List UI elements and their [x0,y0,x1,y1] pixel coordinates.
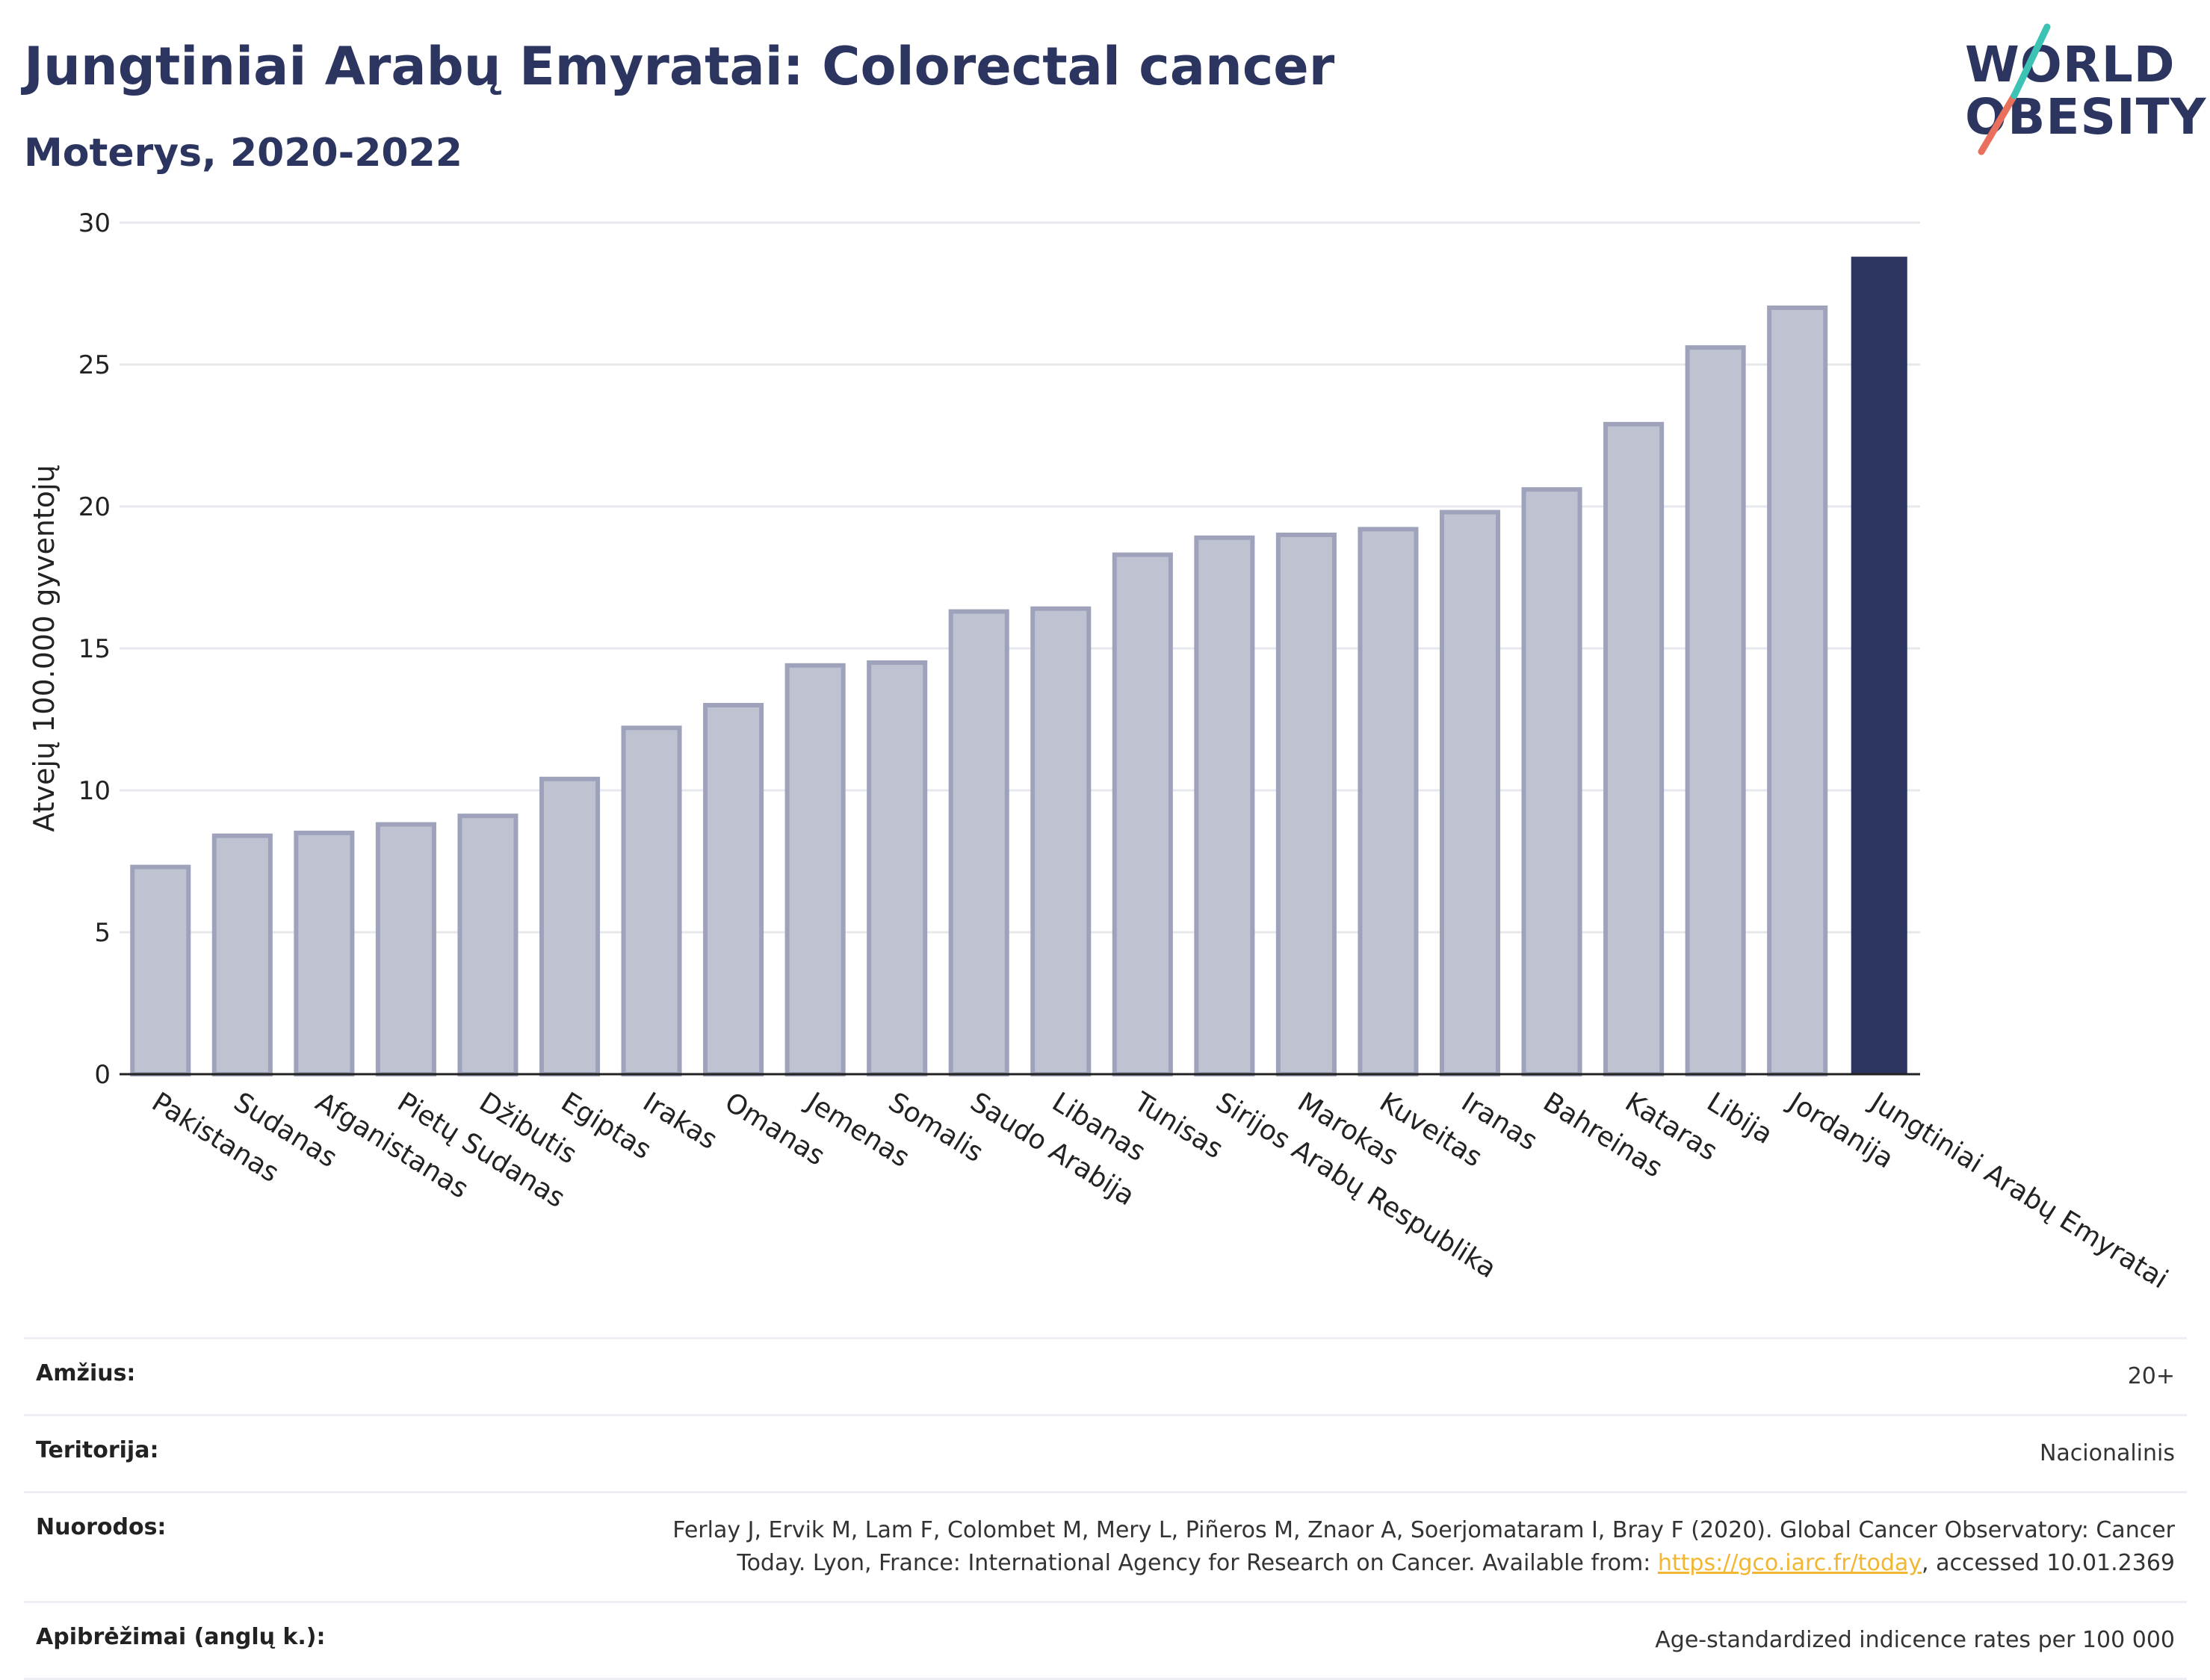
territory-label: Teritorija: [36,1437,159,1463]
x-tick-label: Jungtiniai Arabų Emyratai [1864,1086,2173,1295]
bar [1851,256,1907,1075]
meta-row-definitions: Apibrėžimai (anglų k.): Age-standardized… [24,1601,2187,1680]
territory-value: Nacionalinis [2039,1440,2175,1466]
bar [211,833,273,1076]
references-link[interactable]: https://gco.iarc.fr/today [1657,1550,1922,1576]
bar [1194,535,1255,1076]
references-line-2-pre: Today. Lyon, France: International Agenc… [737,1550,1658,1576]
bar [948,609,1009,1076]
logo-slash-icon [1978,23,2051,155]
world-obesity-logo: WORLD OBESITY [1943,21,2206,163]
bar [457,813,519,1076]
meta-row-references: Nuorodos: Ferlay J, Ervik M, Lam F, Colo… [24,1491,2187,1601]
bar [1603,421,1665,1076]
bar [130,864,191,1076]
y-axis-label: Atvejų 100.000 gyventojų [28,465,61,831]
age-label: Amžius: [36,1360,136,1386]
references-line-2-post: , accessed 10.01.2369 [1922,1550,2175,1576]
chart-subtitle: Moterys, 2020-2022 [24,131,462,176]
references-label: Nuorodos: [36,1514,167,1540]
bar [1521,487,1582,1076]
bar [375,822,436,1076]
bar [1358,527,1419,1076]
bar [1112,552,1173,1077]
chart-title: Jungtiniai Arabų Emyratai: Colorectal ca… [24,36,1335,97]
metadata-table: Amžius: 20+ Teritorija: Nacionalinis Nuo… [24,1337,2187,1680]
y-tick-label: 10 [78,776,111,806]
bar [867,660,928,1076]
y-tick-label: 25 [78,350,111,380]
bar [1275,533,1337,1076]
bar [1439,509,1501,1077]
y-tick-label: 15 [78,634,111,664]
bar [703,703,764,1076]
age-value: 20+ [2127,1363,2175,1389]
bar [294,831,355,1076]
definitions-label: Apibrėžimai (anglų k.): [36,1624,326,1650]
bar [1030,606,1092,1076]
bar [784,663,846,1076]
references-value: Ferlay J, Ervik M, Lam F, Colombet M, Me… [672,1514,2175,1580]
definitions-value: Age-standardized indicence rates per 100… [1655,1627,2175,1653]
bar [1767,306,1828,1076]
meta-row-age: Amžius: 20+ [24,1337,2187,1414]
bar [539,776,601,1076]
logo-line-1: WORLD [1965,36,2176,93]
meta-row-territory: Teritorija: Nacionalinis [24,1414,2187,1491]
y-tick-label: 20 [78,492,111,522]
y-tick-label: 30 [78,208,111,238]
y-tick-label: 0 [94,1060,111,1090]
bar [621,725,682,1077]
references-line-1: Ferlay J, Ervik M, Lam F, Colombet M, Me… [672,1517,2175,1543]
y-tick-label: 5 [94,918,111,948]
bar [1685,345,1746,1076]
